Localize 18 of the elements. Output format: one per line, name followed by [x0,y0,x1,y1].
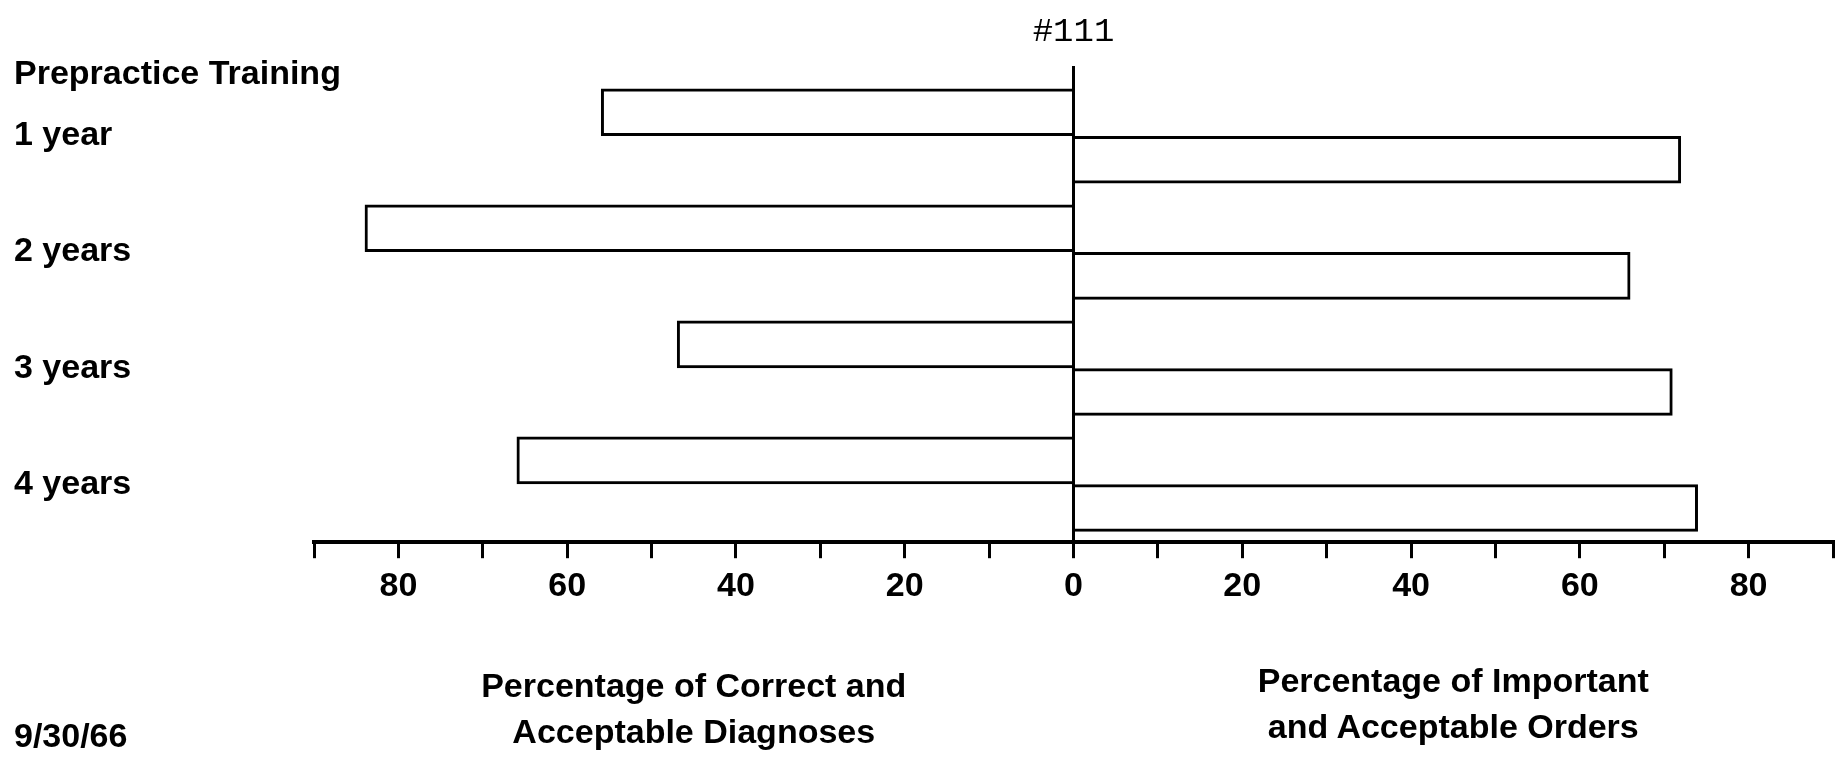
x-tick-label: 80 [379,564,418,603]
y-tick-label: 1 year [14,114,113,153]
chart-title: #111 [1032,13,1115,51]
x-tick-label: 40 [1392,564,1430,603]
x-tick-label: 60 [548,564,587,603]
y-tick-label: 4 years [14,462,132,501]
x-tick-label: 40 [717,564,755,603]
x-tick-label: 80 [1729,564,1768,603]
text: Percentage of Correct and Acceptable Diagnoses [481,666,907,751]
y-tick-label: 3 years [14,346,132,385]
text: Percentage of Important and Acceptable Orders [1257,661,1649,746]
y-tick-label: 2 years [14,230,132,269]
x-tick-label: 0 [1064,564,1083,603]
text: 9/30/66 [14,716,128,755]
x-tick-label: 20 [1223,564,1262,603]
x-tick-label: 20 [885,564,924,603]
y-axis-title: Prepractice Training [14,53,341,92]
x-tick-label: 60 [1560,564,1599,603]
